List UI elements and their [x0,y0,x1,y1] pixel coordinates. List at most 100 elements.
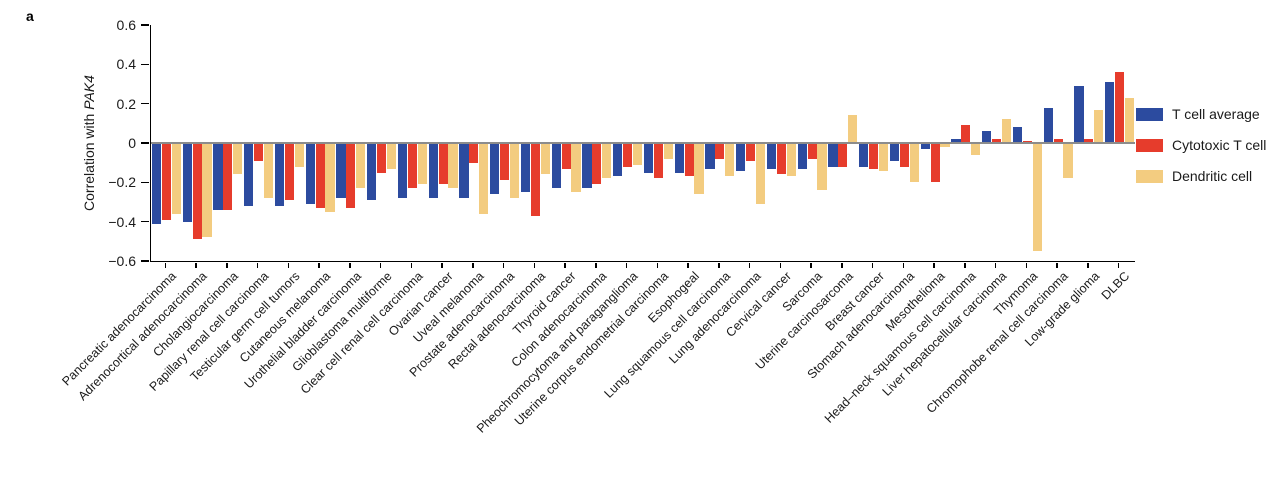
bar [930,143,940,183]
bar [746,143,756,161]
bar [869,143,879,169]
bar [1022,141,1032,143]
bar [817,143,827,191]
bar [643,143,654,173]
bar [592,143,602,185]
bar [274,143,285,206]
bar [448,143,458,189]
y-tick-label: 0.6 [116,17,136,33]
bar [920,143,930,149]
bar [1012,127,1023,143]
bar [951,139,961,143]
x-axis-tick [841,262,843,268]
bar [848,115,858,143]
bar [171,143,181,214]
bar [940,143,950,147]
bar [828,143,838,167]
bar [336,143,346,199]
legend-swatch-red [1136,138,1163,152]
bar [223,143,233,210]
panel-label: a [26,8,34,24]
bar [490,143,500,195]
legend-item-t-cell-average: T cell average [1136,106,1266,122]
x-axis-tick [502,262,505,268]
bar [551,143,561,189]
x-axis-label: DLBC [1099,269,1133,303]
bar [294,143,304,167]
x-axis-tick [1056,262,1058,268]
bar [213,143,223,210]
bar [561,143,571,169]
y-tick-label: −0.6 [108,253,136,269]
y-tick-label: 0.4 [116,56,136,73]
x-axis-tick [994,262,997,268]
bar [982,131,992,143]
y-tick-label: 0 [128,135,136,151]
bar [663,143,673,159]
legend-label: T cell average [1172,106,1260,122]
x-axis-tick [595,262,597,268]
x-axis-tick [410,262,413,268]
x-axis-tick [195,262,197,268]
x-axis-tick [349,262,351,268]
legend-item-dendritic-cell: Dendritic cell [1136,168,1266,184]
bar [500,143,510,181]
x-axis-tick [226,262,228,268]
x-axis-tick [564,262,566,268]
bar [1094,109,1104,143]
bar [786,143,796,177]
x-axis-tick [441,262,443,268]
x-axis-tick [902,262,905,268]
x-axis-tick [1025,262,1028,268]
bar [736,143,746,171]
bar [571,143,581,193]
bar [582,143,592,189]
y-axis-tick [141,63,149,66]
bar [909,143,919,183]
bar [1063,143,1073,179]
x-axis-tick [625,262,628,268]
x-axis-tick [256,262,259,268]
bar [725,143,735,177]
legend-item-cytotoxic-t-cell: Cytotoxic T cell [1136,137,1266,153]
bar [479,143,489,214]
bar [1001,119,1011,143]
y-axis-tick [141,142,149,144]
bar [407,143,417,189]
bar [766,143,777,169]
bar [878,143,888,171]
zero-line [151,142,1135,144]
bar [459,143,469,199]
legend-swatch-blue [1136,107,1163,121]
x-axis-tick [1117,262,1120,268]
x-axis-tick [656,262,659,268]
x-axis-tick [318,262,320,268]
y-axis-title-text: Correlation with [81,109,97,211]
plot-area [150,25,1135,262]
bar [602,143,612,179]
bar [674,143,684,173]
x-axis-tick [779,262,782,268]
bar [469,143,479,163]
x-axis-tick [810,262,812,268]
bar [899,143,909,167]
bar [377,143,387,173]
bar [202,143,212,238]
bar [356,143,366,189]
y-axis-tick [141,24,149,26]
bar [1124,97,1134,143]
x-axis-tick [472,262,474,268]
bar [971,143,981,155]
bar [797,143,807,169]
bar [961,125,971,143]
bar [1074,85,1084,143]
bar [992,139,1002,143]
bar [182,143,192,222]
bar [346,143,356,208]
x-axis-tick [687,262,689,268]
bar [151,143,162,224]
bar [694,143,704,195]
bar [367,143,377,201]
y-tick-label: −0.4 [108,213,136,230]
x-axis-tick [533,262,536,268]
